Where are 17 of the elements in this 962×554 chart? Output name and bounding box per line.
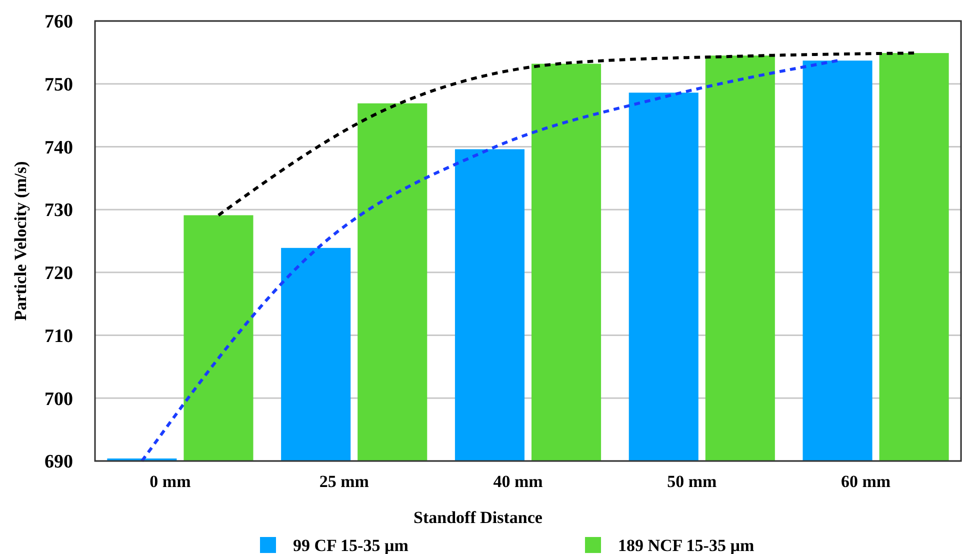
y-tick-label: 710: [44, 326, 73, 347]
x-tick-label: 60 mm: [841, 472, 891, 491]
x-tick-label: 25 mm: [319, 472, 369, 491]
y-tick-label: 750: [44, 74, 73, 96]
line-series: [216, 52, 916, 217]
y-tick-label: 760: [44, 12, 73, 33]
x-tick-label: 40 mm: [493, 472, 543, 491]
x-axis-title: Standoff Distance: [414, 508, 543, 527]
line-series: [140, 59, 840, 462]
y-tick-label: 740: [44, 137, 73, 158]
y-tick-label: 720: [44, 263, 73, 284]
y-tick-label: 730: [44, 200, 73, 222]
y-tick-label: 700: [44, 388, 73, 410]
x-tick-label: 50 mm: [667, 472, 717, 491]
y-tick-label: 690: [44, 452, 73, 473]
y-axis-title: Particle Velocity (m/s): [11, 161, 30, 321]
x-tick-label: 0 mm: [150, 472, 191, 491]
